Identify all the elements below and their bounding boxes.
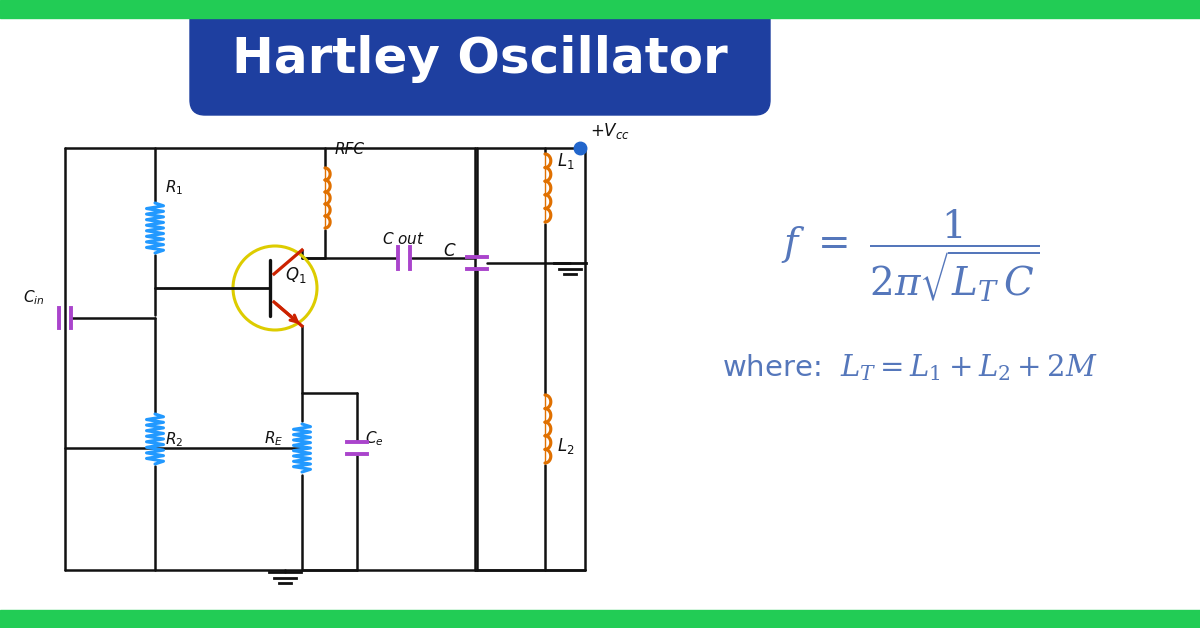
Text: $C$ out: $C$ out xyxy=(382,231,425,247)
Text: $+V_{cc}$: $+V_{cc}$ xyxy=(590,121,630,141)
Bar xyxy=(0,0,1200,18)
Text: $R_2$: $R_2$ xyxy=(166,430,184,448)
Text: $L_2$: $L_2$ xyxy=(557,436,575,456)
Text: RFC: RFC xyxy=(335,142,365,157)
Text: where:  $L_T = L_1 + L_2 + 2M$: where: $L_T = L_1 + L_2 + 2M$ xyxy=(722,352,1098,384)
Text: $R_1$: $R_1$ xyxy=(166,178,184,197)
Text: Hartley Oscillator: Hartley Oscillator xyxy=(232,35,728,83)
FancyBboxPatch shape xyxy=(190,3,770,115)
Bar xyxy=(0,610,1200,628)
Text: $f\ =\ \dfrac{1}{2\pi\sqrt{L_T\,C}}$: $f\ =\ \dfrac{1}{2\pi\sqrt{L_T\,C}}$ xyxy=(781,208,1039,305)
Text: $Q_1$: $Q_1$ xyxy=(286,265,306,285)
Text: $C_{in}$: $C_{in}$ xyxy=(23,288,44,306)
Text: $R_E$: $R_E$ xyxy=(264,429,283,448)
Text: $C$: $C$ xyxy=(443,242,456,260)
Text: $C_e$: $C_e$ xyxy=(365,429,384,448)
Text: $L_1$: $L_1$ xyxy=(557,151,575,171)
